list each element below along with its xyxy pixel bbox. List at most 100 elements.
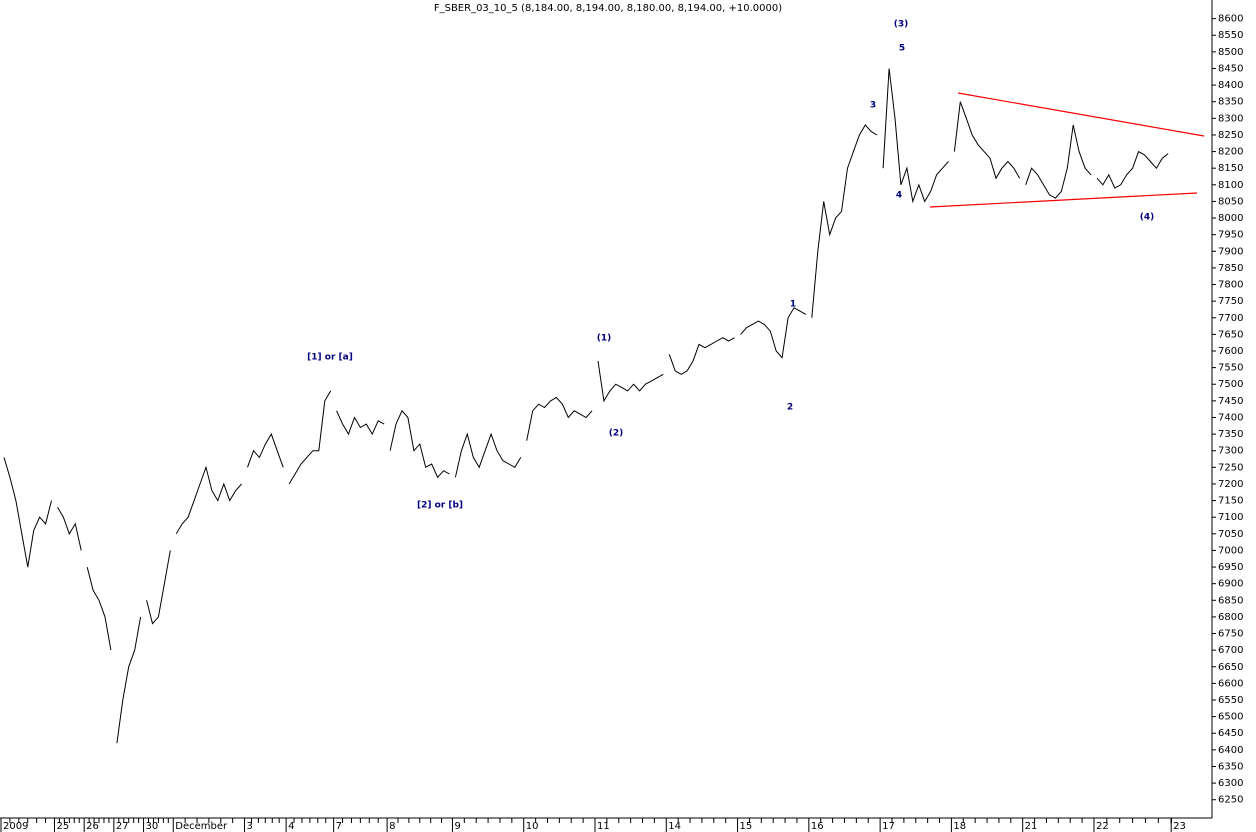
wave-label: (4) [1140,213,1155,223]
x-tick-label: 18 [953,821,966,832]
x-tick-label: 4 [288,821,294,832]
y-tick-label: 7550 [1218,363,1243,374]
x-tick-label: 7 [336,821,342,832]
y-tick-label: 8600 [1218,14,1243,25]
price-line [454,432,522,478]
x-tick-label: 14 [668,821,681,832]
y-tick-label: 7150 [1218,496,1243,507]
x-tick-label: 3 [247,821,253,832]
y-tick-label: 7750 [1218,296,1243,307]
wave-label: 3 [870,101,876,111]
y-tick-label: 6350 [1218,761,1243,772]
y-tick-label: 6750 [1218,629,1243,640]
y-tick-label: 8150 [1218,163,1243,174]
x-tick-label: 10 [526,821,539,832]
y-tick-label: 7850 [1218,263,1243,274]
x-tick-label: 17 [882,821,895,832]
y-tick-label: 7600 [1218,346,1243,357]
x-tick-label: 2009 [3,821,28,832]
y-tick-label: 6700 [1218,645,1243,656]
y-tick-label: 7050 [1218,529,1243,540]
x-tick-label: 26 [86,821,99,832]
x-tick-label: 21 [1025,821,1038,832]
y-tick-label: 6800 [1218,612,1243,623]
y-tick-label: 7400 [1218,412,1243,423]
price-line [288,390,332,485]
y-tick-label: 6400 [1218,745,1243,756]
trendline [957,92,1205,137]
wave-label: 1 [790,300,796,310]
y-tick-label: 7300 [1218,446,1243,457]
x-tick-label: 16 [811,821,824,832]
price-line [882,68,949,204]
x-tick-label: 22 [1096,821,1109,832]
x-tick-label: December [175,821,228,832]
y-tick-label: 8050 [1218,196,1243,207]
price-line [740,307,807,359]
y-tick-label: 8250 [1218,130,1243,141]
y-tick-label: 7450 [1218,396,1243,407]
price-line [811,124,878,318]
x-tick-label: 27 [116,821,129,832]
price-line [953,101,1021,180]
y-tick-label: 6850 [1218,595,1243,606]
y-tick-label: 6900 [1218,579,1243,590]
y-tick-label: 8200 [1218,147,1243,158]
wave-label: (2) [609,429,624,439]
y-tick-label: 7700 [1218,313,1243,324]
y-tick-label: 7000 [1218,545,1243,556]
y-tick-label: 7500 [1218,379,1243,390]
price-line [526,396,593,441]
y-tick-label: 7650 [1218,329,1243,340]
y-tick-label: 6250 [1218,795,1243,806]
y-tick-label: 8500 [1218,47,1243,58]
price-line [146,550,171,625]
y-tick-label: 8000 [1218,213,1243,224]
y-tick-label: 6550 [1218,695,1243,706]
x-tick-label: 23 [1173,821,1186,832]
y-tick-label: 7100 [1218,512,1243,523]
x-tick-label: 25 [56,821,69,832]
price-line [3,457,52,568]
x-tick-label: 15 [740,821,753,832]
y-tick-label: 8350 [1218,97,1243,108]
wave-label: [2] or [b] [417,501,463,511]
price-line [57,506,82,551]
price-line [86,566,112,651]
y-tick-label: 6950 [1218,562,1243,573]
y-tick-label: 7250 [1218,462,1243,473]
y-tick-label: 8300 [1218,113,1243,124]
y-tick-label: 7200 [1218,479,1243,490]
y-tick-label: 7900 [1218,246,1243,257]
x-tick-label: 8 [389,821,395,832]
y-tick-label: 6300 [1218,778,1243,789]
y-tick-label: 7350 [1218,429,1243,440]
x-tick-label: 30 [146,821,159,832]
trendline [929,192,1198,208]
y-tick-label: 6600 [1218,678,1243,689]
wave-label: 2 [787,403,793,413]
wave-label: (1) [597,334,612,344]
y-tick-label: 8450 [1218,63,1243,74]
price-line [668,337,735,375]
price-line [247,432,284,468]
y-tick-label: 8550 [1218,30,1243,41]
x-tick-label: 11 [597,821,610,832]
y-tick-label: 8100 [1218,180,1243,191]
y-tick-label: 8400 [1218,80,1243,91]
y-tick-label: 6500 [1218,712,1243,723]
y-tick-label: 7950 [1218,230,1243,241]
wave-label: (3) [894,20,909,30]
y-tick-label: 6650 [1218,662,1243,673]
wave-label: [1] or [a] [307,353,353,363]
y-tick-label: 7800 [1218,280,1243,291]
chart-title: F_SBER_03_10_5 (8,184.00, 8,194.00, 8,18… [434,3,782,14]
price-line [1096,150,1169,189]
wave-label: 4 [896,191,902,201]
y-tick-label: 6450 [1218,728,1243,739]
price-line [175,465,242,535]
price-line [1025,124,1092,199]
wave-label: 5 [899,44,905,54]
